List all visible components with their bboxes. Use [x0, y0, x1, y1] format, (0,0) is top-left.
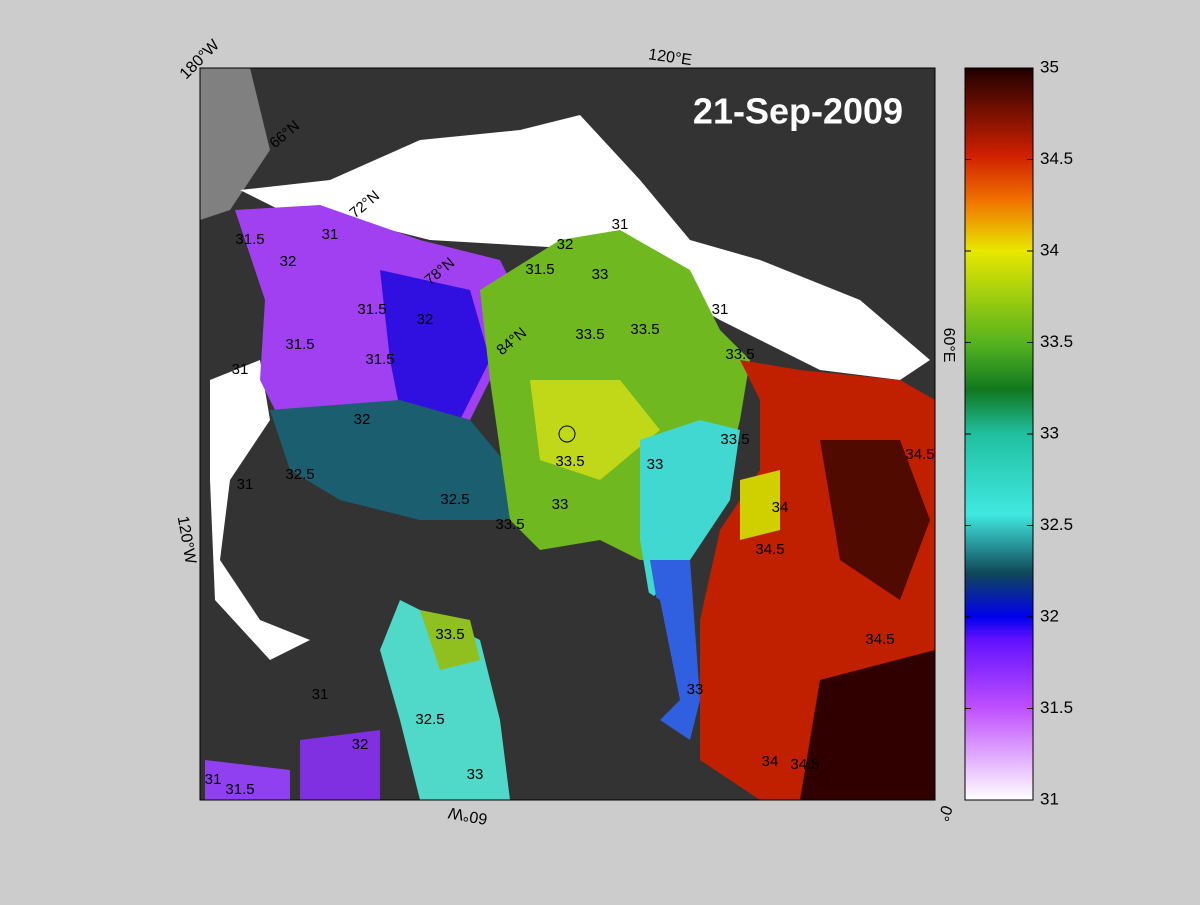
ocean [205, 760, 290, 800]
contour-label: 31 [232, 361, 249, 378]
contour-label: 33.5 [630, 321, 659, 338]
colorbar [964, 67, 1034, 801]
contour-label: 32.5 [440, 491, 469, 508]
contour-label: 33.5 [555, 453, 584, 470]
ocean [300, 730, 380, 800]
contour-label: 31.5 [225, 781, 254, 798]
tick-label: 34 [1040, 240, 1059, 259]
ocean [380, 270, 490, 420]
map [200, 68, 935, 800]
pole-marker [558, 425, 576, 443]
lon-label: 120°E [647, 46, 693, 69]
lon-label: 120°W [174, 515, 199, 566]
contour-label: 31.5 [525, 261, 554, 278]
contour-label: 31 [237, 476, 254, 493]
tick-label: 31.5 [1040, 698, 1073, 717]
tick-label: 31 [1040, 789, 1059, 808]
tick-label: 34.5 [1040, 149, 1073, 168]
date-title: 21-Sep-2009 [693, 91, 903, 132]
contour-label: 31.5 [365, 351, 394, 368]
contour-label: 31 [205, 771, 222, 788]
tick-label: 32 [1040, 606, 1059, 625]
ocean [270, 400, 520, 520]
contour-label: 33.5 [435, 626, 464, 643]
ocean [820, 440, 930, 600]
ice [210, 360, 310, 660]
ocean [420, 610, 480, 670]
contour-label: 33 [467, 766, 484, 783]
contour-label: 33.5 [725, 346, 754, 363]
contour-label: 33.5 [495, 516, 524, 533]
ocean [800, 650, 935, 800]
contour-label: 34.5 [755, 541, 784, 558]
contour-label: 31 [322, 226, 339, 243]
contour-label: 33.5 [720, 431, 749, 448]
contour-label: 33 [552, 496, 569, 513]
tick-label: 35 [1040, 57, 1059, 76]
tick-label: 32.5 [1040, 515, 1073, 534]
colorbar-axis: 31 31.5 32 32.5 33 33.5 34 34.5 35 [965, 57, 1073, 808]
lon-label: 60°E [940, 328, 957, 363]
contour-label: 32 [354, 411, 371, 428]
map-frame [199, 67, 936, 801]
lon-label: 0° [934, 803, 955, 823]
contour-label: 34.5 [905, 446, 934, 463]
ocean [740, 470, 780, 540]
contour-label: 32.5 [415, 711, 444, 728]
contour-label: 31.5 [285, 336, 314, 353]
contour-label: 34.5 [790, 756, 819, 773]
ocean [530, 380, 660, 480]
contour-label: 32 [417, 311, 434, 328]
contour-label: 33 [647, 456, 664, 473]
contour-label: 33.5 [575, 326, 604, 343]
tick-label: 33.5 [1040, 332, 1073, 351]
contour-label: 31 [712, 301, 729, 318]
tick-label: 33 [1040, 423, 1059, 442]
contour-label: 33 [592, 266, 609, 283]
contour-label: 34 [762, 753, 779, 770]
contour-label: 34.5 [865, 631, 894, 648]
contour-label: 32 [557, 236, 574, 253]
contour-label: 31 [312, 686, 329, 703]
lon-label: 60°W [446, 803, 489, 827]
contour-label: 32.5 [285, 466, 314, 483]
contour-label: 34 [772, 499, 789, 516]
ocean [640, 420, 740, 600]
contour-label: 31.5 [235, 231, 264, 248]
outside [200, 68, 270, 220]
contour-label: 31 [612, 216, 629, 233]
contour-labels: 31.5 313231.53231.531.5313232.533.53333.5… [205, 216, 935, 798]
land [500, 560, 680, 760]
contour-label: 32 [280, 253, 297, 270]
contour-label: 33 [687, 681, 704, 698]
contour-label: 32 [352, 736, 369, 753]
contour-label: 31.5 [357, 301, 386, 318]
